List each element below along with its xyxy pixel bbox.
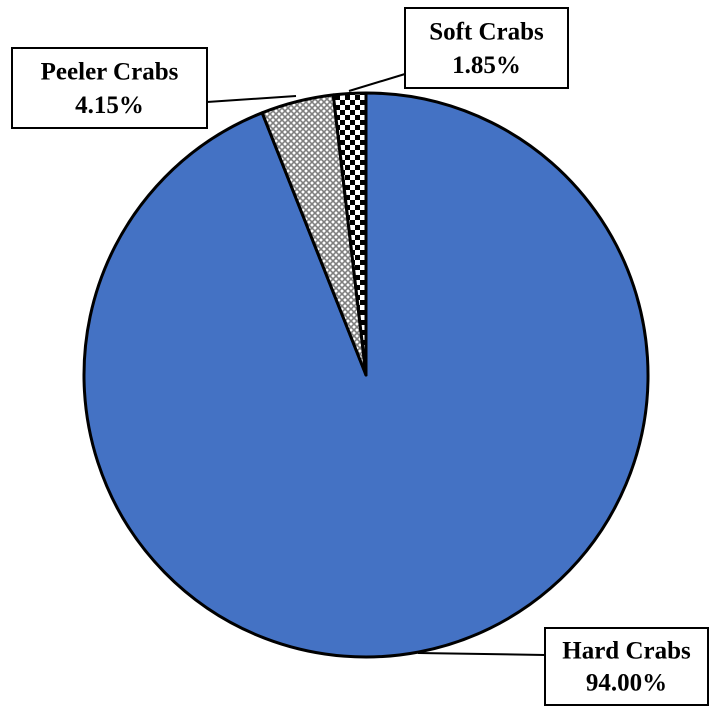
label-box: [404, 7, 569, 89]
leader-line: [417, 652, 546, 656]
slice-label: Peeler Crabs: [41, 58, 179, 85]
slice-value-label: 1.85%: [452, 52, 521, 79]
slice-label: Soft Crabs: [429, 18, 544, 45]
label-box: [11, 47, 208, 129]
leader-line: [206, 95, 297, 103]
pie-slice: [331, 91, 368, 377]
slice-value-label: 94.00%: [586, 670, 667, 697]
slice-value-label: 4.15%: [75, 92, 144, 119]
leader-line: [348, 73, 406, 92]
label-box: [544, 627, 709, 706]
slice-label: Hard Crabs: [562, 637, 691, 664]
